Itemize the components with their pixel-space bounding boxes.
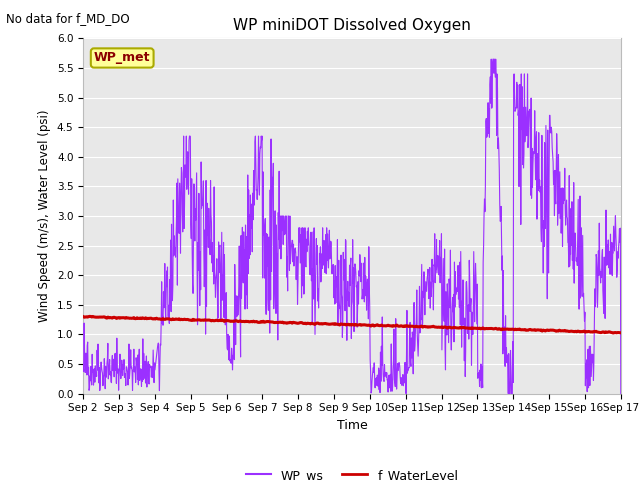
- Y-axis label: Wind Speed (m/s), Water Level (psi): Wind Speed (m/s), Water Level (psi): [38, 110, 51, 322]
- Title: WP miniDOT Dissolved Oxygen: WP miniDOT Dissolved Oxygen: [233, 18, 471, 33]
- Text: No data for f_MD_DO: No data for f_MD_DO: [6, 12, 130, 25]
- Text: WP_met: WP_met: [94, 51, 150, 64]
- X-axis label: Time: Time: [337, 419, 367, 432]
- Legend: WP_ws, f_WaterLevel: WP_ws, f_WaterLevel: [241, 464, 463, 480]
